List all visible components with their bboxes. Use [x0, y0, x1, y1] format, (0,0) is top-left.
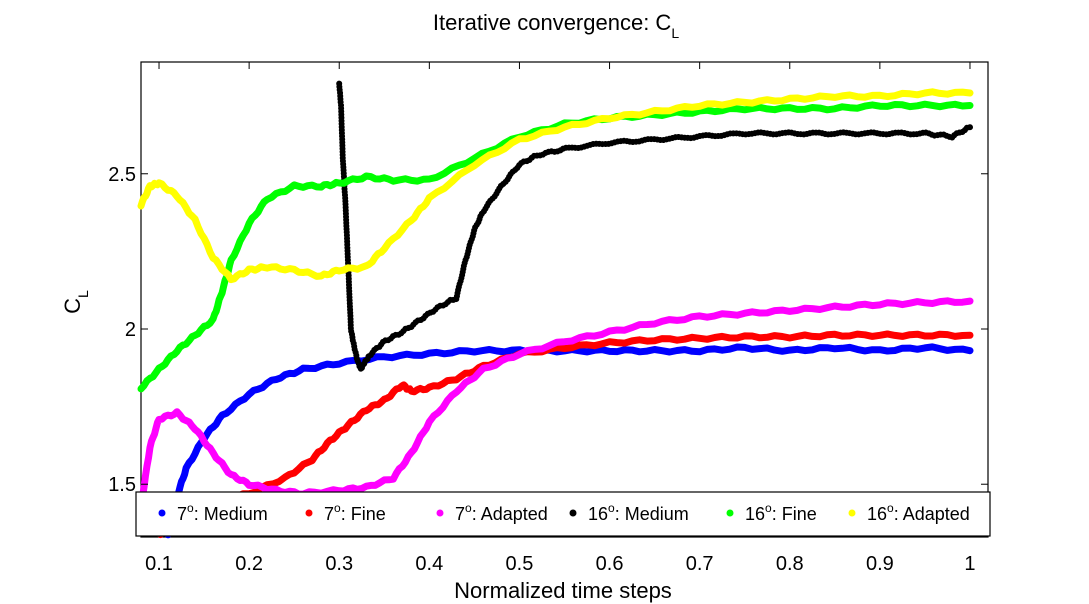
legend-angle: 7 [177, 504, 187, 524]
y-axis-title-main: C [60, 298, 85, 314]
legend-label: 7o: Adapted [455, 501, 548, 524]
legend-series-name: Fine [782, 504, 817, 524]
x-tick-label: 0.6 [596, 553, 624, 575]
x-tick-label: 0.5 [506, 553, 534, 575]
legend: 7o: Medium 7o: Fine 7o: Adapted 16o: Medium… [135, 491, 991, 537]
legend-marker [726, 509, 734, 517]
legend-entry: 7o: Fine [305, 501, 386, 524]
legend-colon: : [615, 504, 625, 524]
legend-series-name: Fine [351, 504, 386, 524]
x-tick-label: 0.9 [866, 553, 894, 575]
legend-label: 7o: Medium [177, 501, 268, 524]
legend-entry: 16o: Adapted [848, 501, 970, 524]
series-line-16-adapted [137, 88, 974, 284]
chart-title: Iterative convergence: CL [433, 10, 679, 41]
chart-title-subscript: L [671, 25, 679, 41]
x-tick-label: 0.7 [686, 553, 714, 575]
legend-angle: 16 [745, 504, 765, 524]
x-tick-label: 1 [964, 553, 975, 575]
x-tick-label: 0.3 [325, 553, 353, 575]
legend-entry: 7o: Medium [158, 501, 268, 524]
y-axis-title: CL [60, 290, 91, 314]
legend-marker [158, 509, 166, 517]
x-tick-label: 0.8 [776, 553, 804, 575]
legend-entry: 16o: Fine [726, 501, 817, 524]
x-tick-label: 0.1 [145, 553, 173, 575]
plot-border [140, 61, 989, 538]
legend-marker [569, 509, 577, 517]
degree-superscript: o [187, 501, 194, 515]
plot-area [140, 61, 989, 538]
degree-superscript: o [465, 501, 472, 515]
y-tick-label: 2 [125, 319, 136, 341]
legend-colon: : [472, 504, 481, 524]
legend-angle: 7 [455, 504, 465, 524]
legend-series-name: Adapted [903, 504, 970, 524]
legend-label: 16o: Adapted [867, 501, 970, 524]
y-tick-label: 2.5 [108, 164, 136, 186]
x-tick-label: 0.2 [235, 553, 263, 575]
legend-marker [848, 509, 856, 517]
legend-entry: 16o: Medium [569, 501, 689, 524]
degree-superscript: o [765, 501, 772, 515]
x-axis-title: Normalized time steps [454, 578, 672, 603]
series-layer [137, 80, 974, 539]
series-line-16-medium [336, 80, 973, 373]
legend-entry: 7o: Adapted [436, 501, 548, 524]
y-tick-label: 1.5 [108, 474, 136, 496]
legend-angle: 16 [588, 504, 608, 524]
legend-label: 7o: Fine [324, 501, 386, 524]
degree-superscript: o [887, 501, 894, 515]
degree-superscript: o [608, 501, 615, 515]
legend-colon: : [772, 504, 782, 524]
legend-marker [305, 509, 313, 517]
legend-angle: 16 [867, 504, 887, 524]
legend-colon: : [894, 504, 903, 524]
ticks-layer: 0.1 0.2 0.3 0.4 0.5 0.6 0.7 0.8 0.9 1 1.5 2 2.5 [108, 62, 988, 575]
series-line-7-adapted [137, 297, 974, 509]
legend-marker [436, 509, 444, 517]
legend-label: 16o: Fine [745, 501, 817, 524]
y-axis-title-subscript: L [75, 290, 91, 298]
legend-series-name: Medium [204, 504, 268, 524]
legend-colon: : [194, 504, 204, 524]
x-tick-label: 0.4 [415, 553, 443, 575]
legend-colon: : [341, 504, 351, 524]
legend-series-name: Medium [625, 504, 689, 524]
degree-superscript: o [334, 501, 341, 515]
legend-label: 16o: Medium [588, 501, 689, 524]
legend-box [135, 491, 991, 537]
series-line-16-fine [137, 100, 974, 393]
legend-series-name: Adapted [481, 504, 548, 524]
legend-angle: 7 [324, 504, 334, 524]
chart-title-main: Iterative convergence: C [433, 10, 672, 35]
